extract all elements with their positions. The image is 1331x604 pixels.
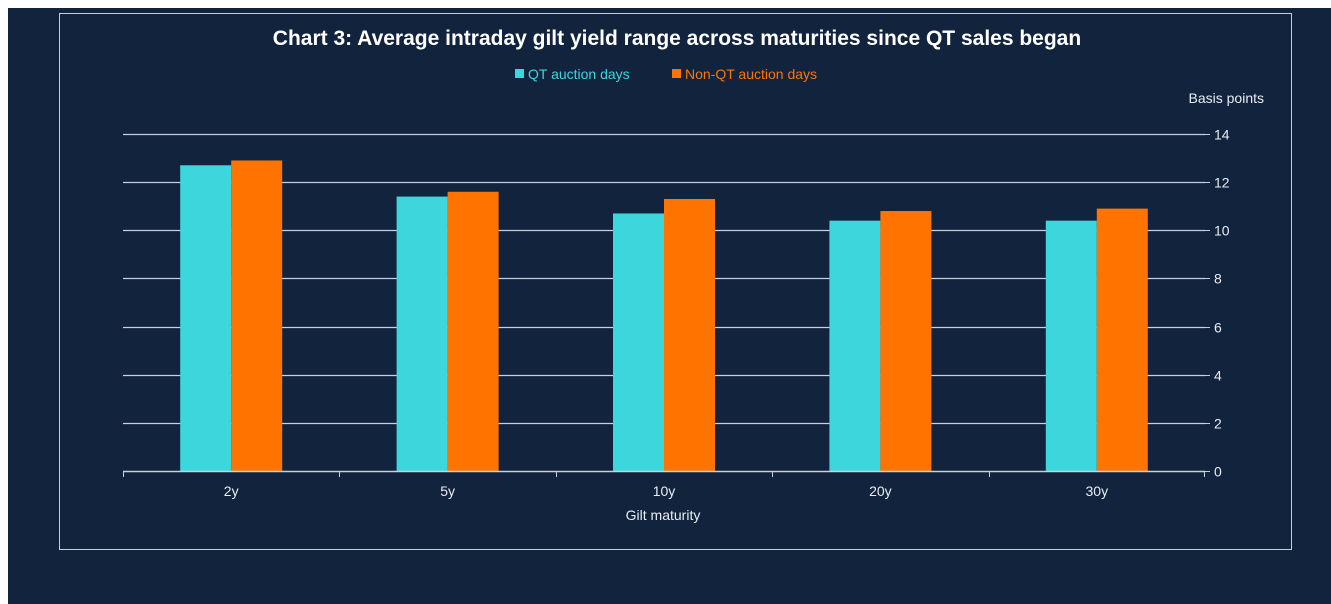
chart-title: Chart 3: Average intraday gilt yield ran… — [273, 27, 1081, 50]
y-axis-label: Basis points — [1189, 90, 1264, 106]
bar-qt-auction-days-2y — [180, 165, 232, 472]
bar-non-qt-auction-days-2y — [231, 160, 283, 471]
legend-label-non-qt: Non-QT auction days — [685, 66, 817, 82]
y-tick-label: 10 — [1214, 223, 1230, 239]
bar-non-qt-auction-days-10y — [664, 198, 715, 471]
legend-swatch-non-qt — [672, 69, 681, 78]
y-tick-label: 0 — [1214, 464, 1222, 480]
y-tick-label: 8 — [1214, 271, 1222, 287]
legend-swatch-qt — [515, 69, 524, 78]
plot-area-border — [59, 13, 1292, 550]
x-tick-label: 2y — [224, 483, 239, 499]
bar-qt-auction-days-10y — [613, 213, 664, 471]
legend: QT auction days Non-QT auction days — [515, 66, 817, 82]
x-tick-label: 10y — [653, 483, 676, 499]
y-tick-label: 2 — [1214, 416, 1222, 432]
legend-label-qt: QT auction days — [528, 66, 630, 82]
bar-non-qt-auction-days-5y — [447, 191, 499, 471]
y-tick-label: 6 — [1214, 320, 1222, 336]
y-tick-label: 14 — [1214, 127, 1230, 143]
bar-non-qt-auction-days-30y — [1096, 208, 1148, 471]
x-tick-label: 30y — [1086, 483, 1109, 499]
bar-qt-auction-days-5y — [396, 196, 448, 472]
bar-qt-auction-days-30y — [1045, 220, 1097, 471]
bar-non-qt-auction-days-20y — [880, 211, 932, 471]
x-axis-label: Gilt maturity — [626, 507, 701, 523]
x-tick-label: 5y — [440, 483, 455, 499]
x-tick-label: 20y — [869, 483, 892, 499]
bar-qt-auction-days-20y — [829, 220, 881, 471]
y-tick-label: 4 — [1214, 368, 1222, 384]
y-tick-label: 12 — [1214, 175, 1230, 191]
